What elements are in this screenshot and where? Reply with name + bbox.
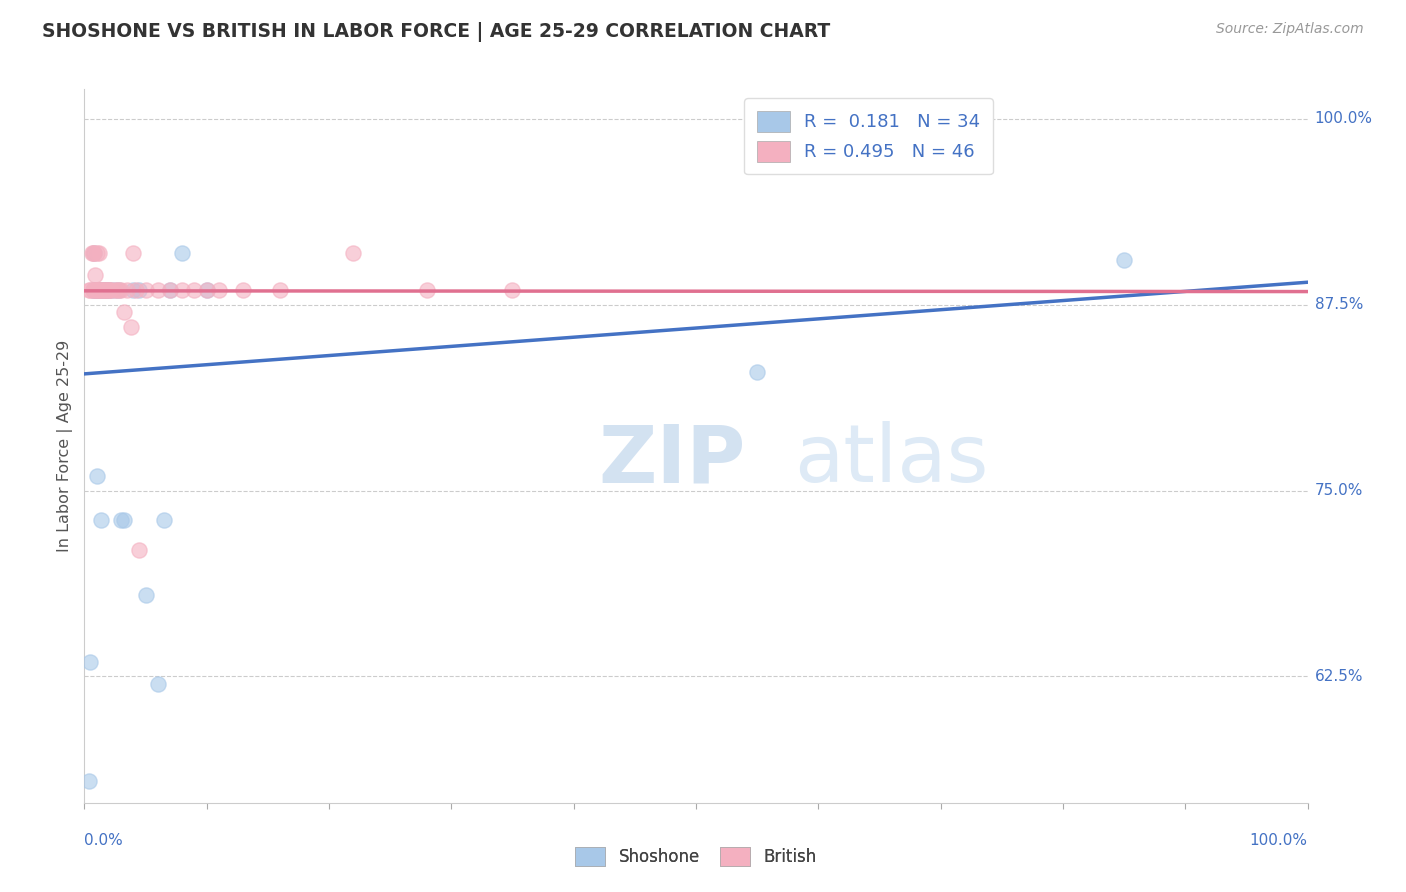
Point [100, 283, 122, 297]
Point [79, 655, 101, 669]
Point [105, 283, 128, 297]
Point [84, 268, 107, 282]
Point [83, 283, 105, 297]
Point [125, 283, 148, 297]
Point [416, 283, 439, 297]
Point [146, 677, 169, 691]
Point [135, 588, 157, 602]
Point [107, 283, 129, 297]
Point [110, 283, 132, 297]
Point [104, 283, 127, 297]
Point [120, 320, 142, 334]
Text: 75.0%: 75.0% [1315, 483, 1362, 498]
Point [208, 283, 231, 297]
Point [501, 283, 523, 297]
Point [82, 283, 104, 297]
Point [87, 283, 110, 297]
Point [91, 283, 114, 297]
Point [172, 245, 194, 260]
Point [77, 773, 100, 788]
Point [83, 245, 105, 260]
Point [153, 513, 176, 527]
Point [96, 283, 118, 297]
Point [232, 283, 254, 297]
Point [91, 283, 114, 297]
Point [146, 283, 169, 297]
Point [94, 283, 117, 297]
Point [86, 283, 108, 297]
Point [122, 283, 145, 297]
Point [93, 283, 115, 297]
Point [128, 283, 150, 297]
Point [91, 283, 114, 297]
Point [97, 283, 120, 297]
Point [183, 283, 205, 297]
Point [83, 245, 105, 260]
Text: 62.5%: 62.5% [1315, 669, 1362, 684]
Point [90, 283, 112, 297]
Text: 0.0%: 0.0% [84, 833, 124, 848]
Point [115, 283, 138, 297]
Point [87, 283, 110, 297]
Text: 100.0%: 100.0% [1250, 833, 1308, 848]
Text: ZIP: ZIP [598, 421, 745, 500]
Point [86, 468, 108, 483]
Point [112, 305, 135, 319]
Point [94, 283, 117, 297]
Point [342, 245, 364, 260]
Text: SHOSHONE VS BRITISH IN LABOR FORCE | AGE 25-29 CORRELATION CHART: SHOSHONE VS BRITISH IN LABOR FORCE | AGE… [42, 22, 831, 42]
Point [87, 283, 110, 297]
Point [79, 283, 101, 297]
Point [747, 365, 769, 379]
Point [96, 283, 118, 297]
Point [97, 283, 120, 297]
Point [97, 283, 120, 297]
Point [90, 513, 112, 527]
Point [1114, 253, 1136, 268]
Point [89, 283, 111, 297]
Point [93, 283, 115, 297]
Point [195, 283, 218, 297]
Point [82, 283, 104, 297]
Y-axis label: In Labor Force | Age 25-29: In Labor Force | Age 25-29 [58, 340, 73, 552]
Point [104, 283, 127, 297]
Point [128, 543, 150, 558]
Point [269, 283, 291, 297]
Point [172, 283, 194, 297]
Point [80, 245, 103, 260]
Point [77, 283, 100, 297]
Point [100, 283, 122, 297]
Point [159, 283, 181, 297]
Point [195, 283, 218, 297]
Point [98, 283, 121, 297]
Point [135, 283, 157, 297]
Text: 100.0%: 100.0% [1315, 112, 1372, 127]
Text: atlas: atlas [794, 421, 988, 500]
Point [84, 283, 107, 297]
Point [159, 283, 181, 297]
Point [82, 245, 104, 260]
Point [89, 283, 111, 297]
Point [86, 245, 108, 260]
Point [87, 283, 110, 297]
Text: Source: ZipAtlas.com: Source: ZipAtlas.com [1216, 22, 1364, 37]
Point [86, 283, 108, 297]
Legend: Shoshone, British: Shoshone, British [568, 840, 824, 873]
Point [112, 513, 135, 527]
Point [83, 283, 105, 297]
Point [107, 283, 129, 297]
Text: 87.5%: 87.5% [1315, 297, 1362, 312]
Point [84, 283, 107, 297]
Point [97, 283, 120, 297]
Point [87, 245, 110, 260]
Point [122, 245, 145, 260]
Point [110, 513, 132, 527]
